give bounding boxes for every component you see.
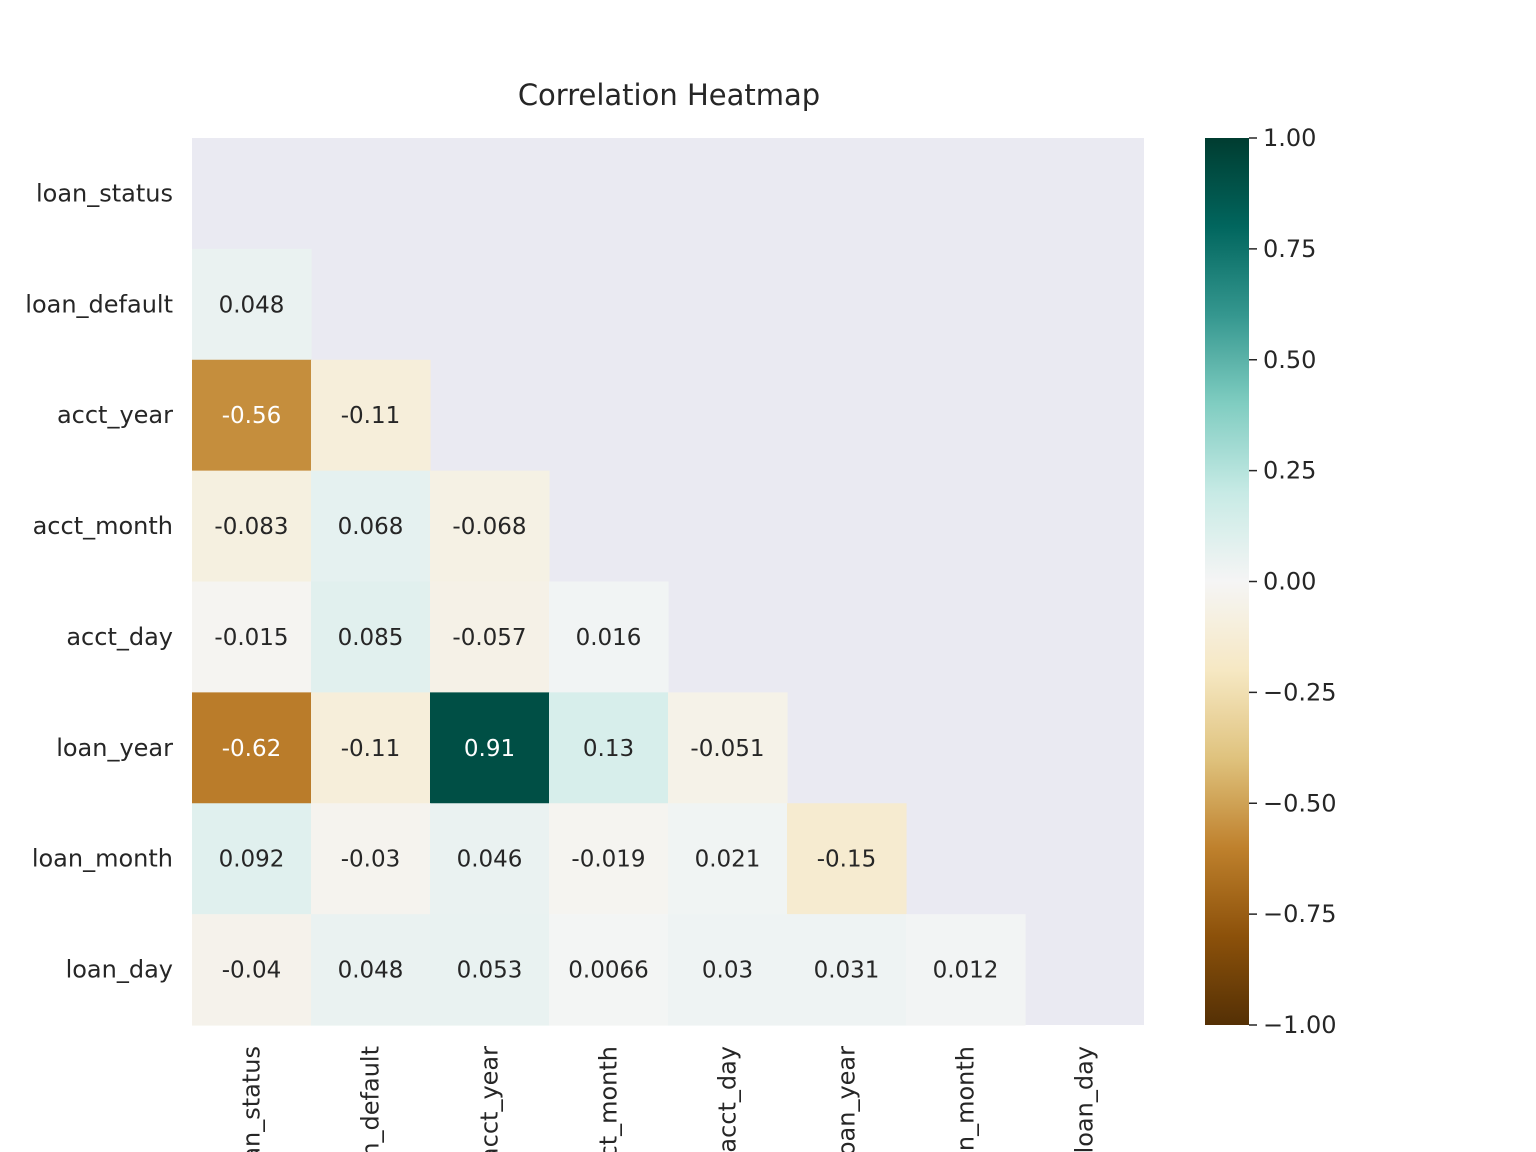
heatmap-cell	[549, 692, 669, 804]
heatmap-cell	[668, 803, 788, 915]
colorbar-tick-label: 1.00	[1263, 124, 1316, 152]
colorbar-tick-label: −0.50	[1263, 789, 1337, 817]
heatmap-cell	[668, 692, 788, 804]
cell-value-label: 0.053	[457, 958, 523, 984]
heatmap-cell	[192, 581, 312, 693]
x-tick-labels: loan_status loan_default acct_year acct_mon…	[238, 1046, 1099, 1152]
heatmap-cell	[549, 803, 669, 915]
x-tick-label: loan_day	[1071, 1046, 1099, 1152]
colorbar-tick-label: −1.00	[1263, 1011, 1337, 1039]
heatmap-cell	[906, 914, 1026, 1026]
heatmap-cell	[549, 581, 669, 693]
x-tick-label: acct_day	[714, 1046, 742, 1152]
cell-value-label: -0.11	[341, 403, 401, 429]
heatmap-cell	[430, 692, 550, 804]
colorbar-tick-label: −0.75	[1263, 900, 1337, 928]
cell-value-label: 0.021	[695, 847, 761, 873]
heatmap-cell	[311, 914, 431, 1026]
heatmap-cells: 0.048 -0.56 -0.11 -0.083 0.068 -0.068 -0.015 0.…	[192, 248, 1026, 1026]
cell-value-label: -0.56	[222, 403, 282, 429]
x-tick-label: acct_year	[476, 1046, 504, 1152]
heatmap-cell	[430, 803, 550, 915]
heatmap-cell	[192, 692, 312, 804]
heatmap-cell	[192, 248, 312, 361]
cell-value-label: -0.015	[214, 625, 288, 651]
x-tick-label: loan_status	[238, 1046, 266, 1152]
heatmap-cell	[430, 581, 550, 693]
cell-value-label: 0.03	[702, 958, 753, 984]
colorbar-tick-label: 0.75	[1263, 235, 1316, 263]
cell-value-label: -0.083	[214, 514, 288, 540]
heatmap-cell	[787, 914, 907, 1026]
x-tick-label: acct_month	[595, 1046, 623, 1152]
cell-value-label: 0.048	[219, 292, 285, 318]
chart-title: Correlation Heatmap	[518, 78, 820, 112]
x-tick-label: loan_default	[357, 1046, 385, 1152]
y-tick-label: acct_day	[66, 623, 173, 651]
cell-value-label: -0.04	[222, 958, 282, 984]
x-tick-label: loan_year	[833, 1046, 861, 1152]
heatmap-cell	[192, 359, 312, 472]
x-tick-label: loan_month	[952, 1046, 980, 1152]
heatmap-cell	[311, 803, 431, 915]
heatmap-cell	[192, 803, 312, 915]
cell-value-label: 0.13	[583, 736, 634, 762]
colorbar-tick-label: 0.00	[1263, 568, 1316, 596]
heatmap-cell	[311, 470, 431, 583]
heatmap-cell	[430, 470, 550, 583]
colorbar-gradient	[1205, 138, 1249, 1025]
colorbar-tick-label: 0.50	[1263, 346, 1316, 374]
y-tick-label: acct_year	[57, 401, 173, 429]
y-tick-labels: loan_status loan_default acct_year acct_mon…	[25, 179, 173, 983]
cell-value-label: -0.03	[341, 847, 401, 873]
y-tick-label: loan_month	[32, 845, 173, 873]
cell-value-label: -0.051	[690, 736, 764, 762]
cell-value-label: 0.046	[457, 847, 523, 873]
cell-value-label: 0.068	[338, 514, 404, 540]
cell-value-label: -0.15	[817, 847, 877, 873]
cell-value-label: 0.016	[576, 625, 642, 651]
heatmap-cell	[668, 914, 788, 1026]
colorbar-tick-label: −0.25	[1263, 678, 1337, 706]
cell-value-label: -0.068	[452, 514, 526, 540]
cell-value-label: 0.0066	[568, 958, 648, 984]
heatmap-cell	[192, 914, 312, 1026]
y-tick-label: loan_year	[56, 734, 173, 762]
cell-value-label: -0.057	[452, 625, 526, 651]
y-tick-label: loan_default	[25, 290, 173, 318]
heatmap-cell	[430, 914, 550, 1026]
heatmap-cell	[311, 692, 431, 804]
y-tick-label: loan_status	[36, 179, 173, 207]
cell-value-label: -0.11	[341, 736, 401, 762]
y-tick-label: acct_month	[33, 512, 173, 540]
heatmap-cell	[311, 581, 431, 693]
cell-value-label: -0.62	[222, 736, 282, 762]
heatmap-cell	[549, 914, 669, 1026]
colorbar-tick-label: 0.25	[1263, 457, 1316, 485]
heatmap-cell	[192, 470, 312, 583]
cell-value-label: 0.91	[464, 736, 515, 762]
colorbar: 1.00 0.75 0.50 0.25 0.00 −0.25 −0.50 −0.75 −1.00	[1205, 124, 1337, 1039]
heatmap-cell	[787, 803, 907, 915]
cell-value-label: 0.085	[338, 625, 404, 651]
cell-value-label: -0.019	[571, 847, 645, 873]
cell-value-label: 0.031	[814, 958, 880, 984]
heatmap-cell	[311, 359, 431, 472]
cell-value-label: 0.048	[338, 958, 404, 984]
y-tick-label: loan_day	[66, 956, 173, 984]
cell-value-label: 0.012	[933, 958, 999, 984]
cell-value-label: 0.092	[219, 847, 285, 873]
